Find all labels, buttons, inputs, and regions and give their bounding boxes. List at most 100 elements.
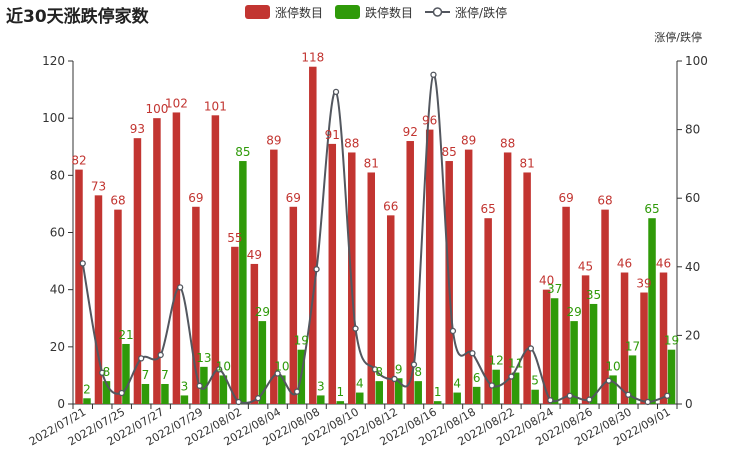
legend: 涨停数目 跌停数目 涨停/跌停 — [245, 3, 519, 21]
data-label-limit-up: 65 — [481, 202, 496, 216]
y-left-tick-label: 80 — [50, 168, 65, 182]
data-label-limit-down: 35 — [586, 288, 601, 302]
bar-limit-up — [289, 206, 298, 404]
bar-limit-down — [200, 366, 208, 404]
data-label-limit-up: 45 — [578, 259, 593, 273]
bar-limit-down — [258, 321, 267, 404]
data-label-limit-down: 4 — [356, 377, 364, 391]
ratio-point — [99, 369, 106, 376]
ratio-point — [274, 370, 281, 377]
bar-limit-up — [620, 272, 629, 404]
y-left-tick-label: 40 — [50, 283, 65, 297]
data-label-limit-up: 46 — [656, 257, 671, 271]
y-right-tick-label: 100 — [685, 54, 708, 68]
data-label-limit-down: 19 — [294, 334, 309, 348]
y-right-tick-label: 80 — [685, 123, 700, 137]
data-label-limit-down: 19 — [664, 334, 679, 348]
y-left-tick-label: 20 — [50, 340, 65, 354]
bar-limit-down — [414, 381, 422, 404]
data-label-limit-down: 10 — [274, 359, 289, 373]
legend-item-limit-up[interactable]: 涨停数目 — [245, 4, 323, 21]
bar-limit-down — [122, 343, 130, 404]
bar-limit-down — [83, 398, 91, 404]
ratio-point — [488, 382, 496, 389]
data-label-limit-down: 4 — [453, 377, 461, 391]
bar-limit-up — [328, 143, 337, 404]
data-label-limit-up: 68 — [597, 194, 612, 208]
ratio-point — [625, 391, 632, 398]
y-right-tick-label: 20 — [685, 328, 700, 342]
data-label-limit-up: 46 — [617, 257, 632, 271]
chart-title: 近30天涨跌停家数 — [6, 7, 149, 27]
bar-limit-up — [367, 172, 375, 404]
y-left-tick-label: 0 — [57, 397, 65, 411]
bar-limit-down — [278, 375, 286, 404]
data-label-limit-up: 101 — [204, 99, 227, 113]
legend-label-ratio: 涨停/跌停 — [455, 5, 508, 20]
bar-limit-down — [589, 303, 598, 404]
bar-limit-down — [609, 375, 617, 404]
bar-limit-down — [648, 218, 656, 404]
bar-limit-down — [141, 383, 150, 404]
bar-limit-up — [601, 209, 609, 404]
data-label-limit-up: 69 — [188, 191, 203, 205]
data-label-limit-up: 66 — [383, 199, 398, 213]
bar-limit-down — [161, 383, 169, 404]
ratio-point — [293, 388, 301, 395]
ratio-point — [508, 373, 515, 380]
ratio-point — [566, 392, 573, 399]
ratio-point — [118, 389, 125, 397]
data-label-limit-down: 3 — [181, 379, 189, 393]
legend-item-limit-down[interactable]: 跌停数目 — [335, 4, 413, 21]
ratio-point — [410, 361, 418, 368]
data-label-limit-down: 7 — [161, 368, 169, 382]
ratio-point — [664, 392, 671, 399]
ratio-point — [644, 398, 651, 406]
bar-limit-up — [172, 112, 181, 404]
legend-item-ratio[interactable]: 涨停/跌停 — [425, 4, 507, 21]
y-right-tick-label: 60 — [685, 191, 700, 205]
data-label-limit-down: 37 — [547, 282, 562, 296]
bar-limit-down — [102, 381, 111, 404]
ratio-point — [157, 351, 164, 359]
data-label-limit-down: 21 — [118, 328, 133, 342]
data-label-limit-up: 69 — [558, 191, 573, 205]
data-label-limit-up: 118 — [301, 51, 324, 65]
bar-limit-up — [581, 275, 590, 404]
bar-limit-up — [270, 149, 278, 404]
bar-limit-down — [317, 395, 325, 404]
data-label-limit-up: 91 — [325, 128, 340, 142]
bar-limit-down — [219, 375, 228, 404]
legend-swatch-limit-up — [245, 5, 270, 19]
data-label-limit-down: 10 — [605, 359, 620, 373]
data-label-limit-down: 1 — [434, 385, 442, 399]
data-label-limit-down: 65 — [644, 202, 659, 216]
ratio-point — [547, 397, 554, 404]
ratio-point — [605, 377, 612, 384]
data-label-limit-up: 92 — [403, 125, 418, 139]
data-label-limit-down: 8 — [414, 365, 422, 379]
bar-limit-up — [114, 209, 122, 404]
ratio-point — [527, 345, 535, 352]
ratio-point — [371, 366, 379, 373]
y-right-tick-label: 0 — [685, 397, 693, 411]
bar-limit-up — [94, 195, 103, 404]
bar-limit-up — [406, 141, 414, 405]
bar-limit-up — [309, 66, 317, 404]
data-label-limit-down: 13 — [196, 351, 211, 365]
data-label-limit-up: 69 — [286, 191, 301, 205]
bar-limit-down — [570, 321, 578, 404]
bar-limit-up — [659, 272, 668, 404]
y-left-tick-label: 100 — [42, 111, 65, 125]
data-label-limit-up: 88 — [500, 136, 515, 150]
data-label-limit-down: 29 — [566, 305, 581, 319]
data-label-limit-up: 93 — [130, 122, 145, 136]
y-left-tick-label: 60 — [50, 226, 65, 240]
data-label-limit-up: 73 — [91, 179, 106, 193]
bar-limit-down — [453, 392, 461, 404]
bar-limit-up — [464, 149, 473, 404]
data-label-limit-down: 10 — [216, 359, 231, 373]
data-label-limit-down: 3 — [317, 379, 325, 393]
data-label-limit-up: 88 — [344, 136, 359, 150]
data-label-limit-up: 40 — [539, 274, 554, 288]
